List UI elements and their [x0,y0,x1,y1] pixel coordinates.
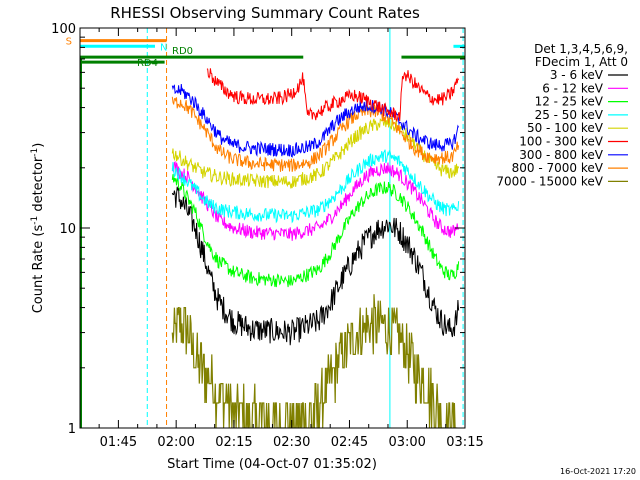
footer-timestamp: 16-Oct-2021 17:20 [560,467,636,476]
flag-label-rd0: RD0 [172,46,193,57]
series-line-3-6-kev [171,186,460,346]
legend-label-6-12-kev: 6 - 12 keV [542,81,604,95]
y-axis-label: Count Rate (s-1 detector-1) [30,143,46,314]
y-tick-label: 1 [68,422,76,437]
series-line-800-7000-kev [171,96,460,172]
legend-label-7000-15000-kev: 7000 - 15000 keV [496,174,603,188]
chart-title: RHESSI Observing Summary Count Rates [110,4,420,22]
series-line-100-300-kev [206,68,460,123]
series-line-25-50-kev [171,149,460,224]
flag-label-n: N [160,42,167,53]
x-tick-label: 03:15 [446,435,483,450]
legend-label-50-100-kev: 50 - 100 keV [527,121,604,135]
series-line-300-800-kev [171,83,460,158]
x-tick-label: 02:45 [331,435,368,450]
y-axis-label-main: Count Rate (s [31,225,46,314]
flag-label-rd4: RD4 [137,58,158,69]
legend-header-line-2: FDecim 1, Att 0 [535,55,628,69]
y-axis-label-mid: detector [31,156,46,216]
series-line-12-25-kev [171,174,460,288]
plot-area [80,28,465,428]
legend-label-3-6-kev: 3 - 6 keV [550,68,604,82]
flag-label-s: S [66,37,72,48]
y-axis-label-sup1: -1 [30,216,40,225]
legend: Det 1,3,4,5,6,9, FDecim 1, Att 0 3 - 6 k… [496,42,628,188]
legend-label-300-800-kev: 300 - 800 keV [519,148,603,162]
y-tick-label: 100 [51,22,76,37]
x-tick-label: 02:00 [157,435,194,450]
legend-header-line-1: Det 1,3,4,5,6,9, [534,42,628,56]
legend-label-12-25-kev: 12 - 25 keV [535,95,604,109]
series-line-6-12-kev [171,160,460,241]
y-axis: 1 10 100 [51,22,465,437]
x-tick-label: 03:00 [388,435,425,450]
x-tick-label: 01:45 [100,435,137,450]
legend-label-100-300-kev: 100 - 300 keV [519,135,603,149]
x-axis: 01:45 02:00 02:15 02:30 02:45 03:00 03:15 [98,28,484,450]
series-line-7000-15000-kev [171,294,458,428]
x-tick-label: 02:30 [273,435,310,450]
y-axis-label-end: ) [31,143,46,148]
y-tick-label: 10 [59,222,76,237]
x-tick-label: 02:15 [215,435,252,450]
legend-label-800-7000-kev: 800 - 7000 keV [512,161,604,175]
y-axis-label-sup2: -1 [30,148,40,157]
legend-label-25-50-kev: 25 - 50 keV [535,108,604,122]
x-axis-label: Start Time (04-Oct-07 01:35:02) [167,457,377,472]
